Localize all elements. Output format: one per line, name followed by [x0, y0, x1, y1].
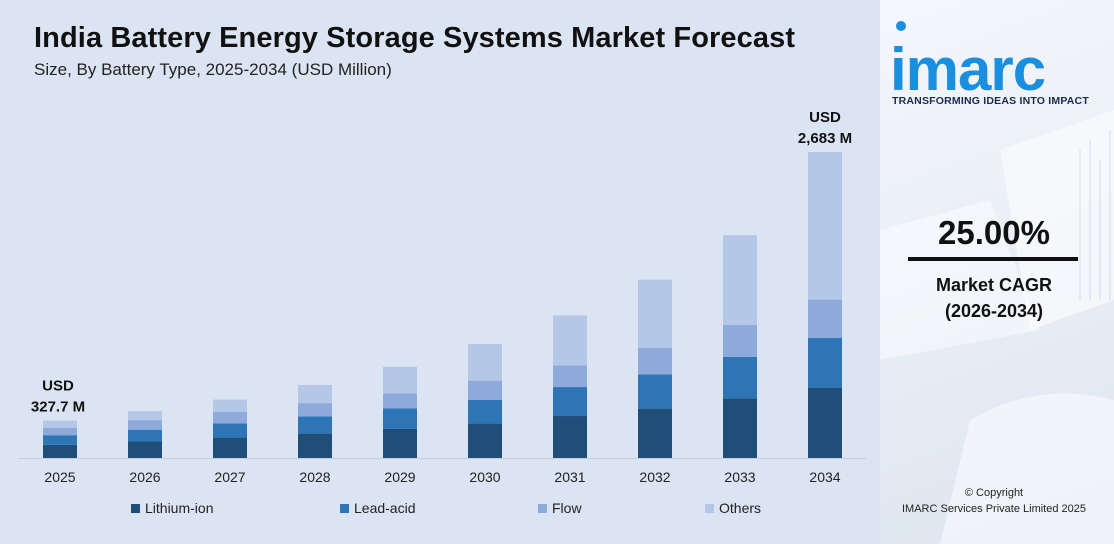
bar-2027-flow	[213, 412, 247, 424]
legend-swatch-flow	[538, 503, 547, 513]
legend-item-lithium-ion: Lithium-ion	[131, 500, 213, 516]
bar-2028-lead-acid	[298, 416, 332, 434]
bar-2033-others	[723, 235, 757, 325]
cagr-period: (2026-2034)	[944, 301, 1044, 321]
legend-swatch-others	[705, 503, 714, 513]
bar-2027-others	[213, 399, 247, 413]
bar-2029-flow	[383, 393, 417, 409]
chart-subtitle: Size, By Battery Type, 2025-2034 (USD Mi…	[34, 60, 392, 79]
total-label-2034-line1: USD	[809, 109, 841, 126]
bar-2029-others	[383, 366, 417, 394]
legend-label-others: Others	[719, 500, 762, 516]
bar-2026-flow	[128, 420, 162, 430]
x-tick-label-2030: 2030	[469, 469, 500, 485]
bar-2028-lithium-ion	[298, 433, 332, 458]
x-tick-label-2029: 2029	[384, 469, 415, 485]
bar-2032-others	[638, 279, 672, 348]
x-tick-label-2033: 2033	[724, 469, 755, 485]
total-label-2025-line1: USD	[42, 378, 74, 395]
background-decoration	[880, 110, 1114, 544]
chart-legend: Lithium-ion Lead-acid Flow Others	[0, 500, 880, 520]
cagr-label-block: Market CAGR (2026-2034)	[880, 272, 1108, 324]
legend-item-flow: Flow	[538, 500, 582, 516]
bar-2027-lithium-ion	[213, 437, 247, 458]
x-tick-label-2028: 2028	[299, 469, 330, 485]
total-label-2025-line2: 327.7 M	[31, 399, 85, 416]
x-tick-label-2027: 2027	[214, 469, 245, 485]
bar-2031-others	[553, 315, 587, 366]
total-label-2034-line2: 2,683 M	[798, 130, 852, 147]
legend-swatch-lead-acid	[340, 503, 349, 513]
bar-2033-lead-acid	[723, 356, 757, 399]
bar-2032-lithium-ion	[638, 408, 672, 458]
bar-2033-flow	[723, 324, 757, 357]
bar-2030-lead-acid	[468, 399, 502, 424]
bar-2026-others	[128, 411, 162, 421]
bar-2025-flow	[43, 427, 77, 436]
legend-item-others: Others	[705, 500, 761, 516]
bar-2028-others	[298, 385, 332, 404]
bar-2034-others	[808, 152, 842, 300]
x-tick-label-2026: 2026	[129, 469, 160, 485]
bar-2032-flow	[638, 347, 672, 375]
x-tick-label-2025: 2025	[44, 469, 75, 485]
logo-dot-icon	[896, 21, 906, 31]
logo-tagline: TRANSFORMING IDEAS INTO IMPACT	[892, 95, 1089, 107]
bar-2031-flow	[553, 365, 587, 388]
bar-2027-lead-acid	[213, 423, 247, 438]
bar-2025-others	[43, 420, 77, 428]
bar-2030-lithium-ion	[468, 423, 502, 458]
legend-label-lead-acid: Lead-acid	[354, 500, 416, 516]
x-tick-label-2031: 2031	[554, 469, 585, 485]
bar-chart: 2025 2026 2027 2028 2029 2030 2031 2032 2033 2034…	[18, 109, 866, 485]
cagr-label: Market CAGR	[935, 275, 1053, 295]
legend-item-lead-acid: Lead-acid	[340, 500, 416, 516]
bar-2026-lead-acid	[128, 429, 162, 442]
x-tick-label-2034: 2034	[809, 469, 840, 485]
x-tick-label-2032: 2032	[639, 469, 670, 485]
chart-title: India Battery Energy Storage Systems Mar…	[34, 22, 796, 54]
bar-2025-lithium-ion	[43, 444, 77, 458]
bar-2031-lead-acid	[553, 387, 587, 417]
bar-2028-flow	[298, 403, 332, 417]
cagr-value: 25.00%	[938, 214, 1050, 251]
bar-2030-flow	[468, 380, 502, 400]
bar-2025-lead-acid	[43, 435, 77, 445]
copyright-block: © Copyright IMARC Services Private Limit…	[880, 485, 1108, 517]
copyright-line2: IMARC Services Private Limited 2025	[901, 503, 1086, 515]
bar-2033-lithium-ion	[723, 398, 757, 458]
copyright-line1: © Copyright	[964, 487, 1024, 499]
bar-2029-lead-acid	[383, 408, 417, 429]
legend-label-lithium-ion: Lithium-ion	[145, 500, 214, 516]
bar-2034-lead-acid	[808, 338, 842, 388]
side-panel	[880, 0, 1114, 544]
bar-2029-lithium-ion	[383, 428, 417, 458]
legend-swatch-lithium-ion	[131, 503, 140, 513]
legend-label-flow: Flow	[552, 500, 582, 516]
imarc-logo: imarc	[890, 36, 1046, 103]
bar-2030-others	[468, 343, 502, 381]
bar-2034-flow	[808, 299, 842, 339]
bar-2034-lithium-ion	[808, 387, 842, 458]
bar-2026-lithium-ion	[128, 441, 162, 458]
cagr-divider	[908, 257, 1078, 261]
bar-2032-lead-acid	[638, 374, 672, 409]
bar-2031-lithium-ion	[553, 416, 587, 458]
